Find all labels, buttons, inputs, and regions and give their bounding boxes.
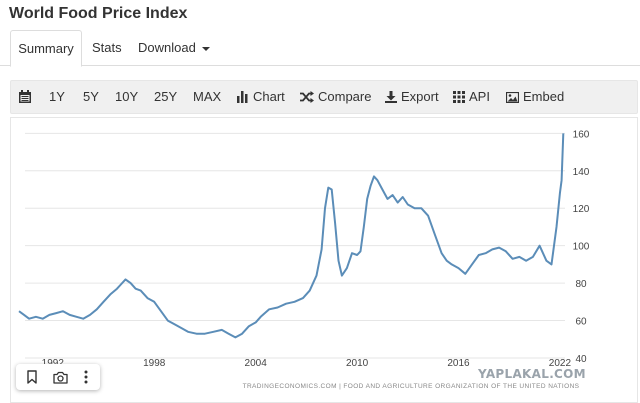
tab-download-label: Download — [138, 40, 196, 55]
price-index-chart: 40 60 80 100 120 140 160 1992 1998 2004 2010 2016 2… — [18, 129, 590, 390]
range-1y[interactable]: 1Y — [49, 89, 65, 104]
x-tick-label: 2010 — [346, 358, 369, 369]
more-icon[interactable] — [72, 364, 100, 390]
download-icon — [385, 91, 397, 103]
bar-chart-icon — [237, 91, 248, 103]
tab-summary[interactable]: Summary — [10, 30, 82, 67]
y-tick-label: 160 — [573, 129, 590, 140]
chart-button-label: Chart — [253, 89, 285, 104]
floating-tools — [16, 364, 100, 390]
tab-bar: Summary Stats Download — [0, 30, 640, 67]
x-tick-label: 2022 — [549, 358, 572, 369]
chart-button[interactable]: Chart — [237, 81, 285, 113]
x-tick-label: 2016 — [447, 358, 470, 369]
camera-icon[interactable] — [46, 364, 74, 390]
compare-button[interactable]: Compare — [300, 81, 371, 113]
tab-download[interactable]: Download — [138, 30, 210, 66]
chart-source-note: TRADINGECONOMICS.COM | FOOD AND AGRICULT… — [243, 383, 580, 390]
api-button[interactable]: API — [453, 81, 490, 113]
page-title: World Food Price Index — [9, 5, 188, 22]
y-tick-label: 40 — [575, 354, 587, 365]
grid-icon — [453, 91, 465, 103]
chart-toolbar: 1Y 5Y 10Y 25Y MAX Chart Compare Export A… — [10, 80, 638, 114]
chart-panel: 40 60 80 100 120 140 160 1992 1998 2004 2010 2016 2… — [10, 117, 638, 403]
caret-down-icon — [201, 46, 210, 51]
tab-stats[interactable]: Stats — [92, 40, 122, 55]
range-max[interactable]: MAX — [193, 89, 222, 104]
x-tick-label: 1998 — [143, 358, 166, 369]
image-icon — [505, 91, 520, 104]
y-tick-label: 60 — [575, 317, 587, 328]
y-tick-label: 120 — [573, 204, 590, 215]
embed-button[interactable]: Embed — [505, 81, 565, 113]
series-line — [18, 133, 565, 339]
calendar-icon[interactable] — [19, 81, 35, 113]
range-5y[interactable]: 5Y — [83, 89, 99, 104]
bookmark-icon[interactable] — [18, 364, 46, 390]
embed-button-label: Embed — [523, 89, 565, 104]
x-tick-label: 1992 — [42, 358, 65, 369]
range-10y[interactable]: 10Y — [115, 89, 139, 104]
watermark: YAPLAKAL.COM — [478, 367, 586, 381]
export-button[interactable]: Export — [385, 81, 439, 113]
range-25y[interactable]: 25Y — [154, 89, 178, 104]
export-button-label: Export — [401, 89, 439, 104]
y-tick-label: 100 — [573, 242, 590, 253]
shuffle-icon — [300, 91, 314, 103]
y-tick-label: 140 — [573, 167, 590, 178]
api-button-label: API — [469, 89, 490, 104]
y-tick-label: 80 — [575, 279, 587, 290]
compare-button-label: Compare — [318, 89, 372, 104]
x-tick-label: 2004 — [245, 358, 268, 369]
